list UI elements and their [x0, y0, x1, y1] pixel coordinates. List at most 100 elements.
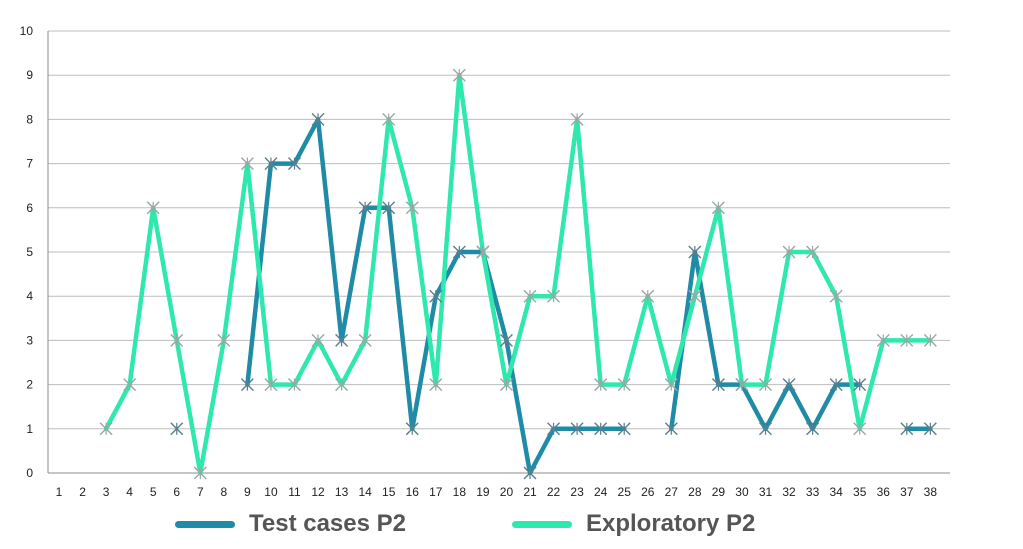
data-point [617, 378, 631, 392]
data-point [711, 378, 725, 392]
data-point [382, 201, 396, 215]
data-point [429, 289, 443, 303]
legend-item-test-cases: Test cases P2 [175, 506, 406, 542]
series-markers [99, 68, 937, 480]
data-point [382, 112, 396, 126]
y-tick-label: 9 [26, 68, 33, 82]
data-point [499, 378, 513, 392]
x-tick-label: 9 [244, 485, 251, 499]
x-tick-label: 19 [476, 485, 490, 499]
x-tick-label: 14 [358, 485, 372, 499]
data-point [99, 422, 113, 436]
x-tick-label: 36 [877, 485, 891, 499]
data-point [923, 422, 937, 436]
x-tick-label: 22 [547, 485, 561, 499]
series-lines [103, 72, 933, 476]
data-point [853, 378, 867, 392]
x-tick-label: 35 [853, 485, 867, 499]
data-point [193, 466, 207, 480]
data-point [146, 201, 160, 215]
data-point [264, 157, 278, 171]
gridlines [47, 30, 950, 474]
data-point [358, 201, 372, 215]
data-point [311, 333, 325, 347]
legend-swatch-test-cases [175, 520, 235, 528]
data-point [288, 378, 301, 392]
data-point [429, 378, 443, 392]
y-tick-label: 4 [26, 289, 33, 303]
data-point [664, 378, 678, 392]
x-tick-label: 32 [782, 485, 796, 499]
data-point [170, 422, 184, 436]
data-point [335, 378, 349, 392]
legend-swatch-exploratory [512, 520, 572, 528]
x-tick-label: 38 [924, 485, 938, 499]
x-tick-label: 33 [806, 485, 820, 499]
data-point [523, 466, 537, 480]
x-tick-label: 15 [382, 485, 396, 499]
data-point [123, 378, 137, 392]
data-point [735, 378, 749, 392]
x-tick-label: 10 [264, 485, 278, 499]
legend-label-test-cases: Test cases P2 [249, 510, 406, 537]
y-tick-label: 1 [26, 422, 33, 436]
x-tick-label: 11 [288, 485, 301, 499]
data-point [782, 378, 796, 392]
x-tick-label: 16 [406, 485, 420, 499]
data-point [311, 112, 325, 126]
x-tick-label: 37 [900, 485, 914, 499]
x-tick-label: 29 [712, 485, 726, 499]
x-tick-label: 28 [688, 485, 702, 499]
data-point [240, 157, 254, 171]
x-tick-label: 26 [641, 485, 655, 499]
x-tick-label: 7 [197, 485, 204, 499]
data-point [570, 422, 584, 436]
x-tick-label: 12 [311, 485, 325, 499]
series-line-1 [103, 72, 933, 476]
x-tick-label: 3 [103, 485, 110, 499]
y-tick-label: 7 [26, 157, 33, 171]
x-tick-label: 27 [665, 485, 679, 499]
x-tick-label: 24 [594, 485, 608, 499]
y-tick-label: 5 [26, 245, 33, 259]
x-tick-label: 17 [429, 485, 443, 499]
y-tick-label: 10 [20, 24, 34, 38]
data-point [664, 422, 678, 436]
data-point [759, 422, 772, 436]
data-point [335, 333, 349, 347]
x-tick-label: 8 [221, 485, 228, 499]
x-tick-label: 1 [56, 485, 63, 499]
data-point [829, 289, 843, 303]
data-point [829, 378, 843, 392]
x-tick-label: 5 [150, 485, 157, 499]
data-point [499, 333, 513, 347]
data-point [594, 422, 608, 436]
data-point [688, 245, 702, 259]
data-point [900, 422, 914, 436]
data-point [452, 245, 466, 259]
data-point [923, 333, 937, 347]
x-tick-label: 30 [735, 485, 749, 499]
legend-item-exploratory: Exploratory P2 [512, 506, 755, 542]
x-tick-label: 25 [618, 485, 632, 499]
data-point [405, 422, 419, 436]
y-tick-label: 0 [26, 466, 33, 480]
x-axis-ticks: 1 2 3 4 5 6 7 8 9 10 11 12 13 14 15 16 17 18 19 20 21 22 23 24 2… [56, 485, 938, 499]
x-tick-label: 23 [570, 485, 584, 499]
data-point [452, 68, 466, 82]
data-point [641, 289, 655, 303]
data-point [547, 422, 561, 436]
data-point [405, 201, 419, 215]
data-point [570, 112, 584, 126]
data-point [264, 378, 278, 392]
data-point [876, 333, 890, 347]
data-point [900, 333, 914, 347]
data-point [688, 289, 702, 303]
data-point [358, 333, 372, 347]
x-tick-label: 13 [335, 485, 349, 499]
data-point [759, 378, 772, 392]
data-point [711, 201, 725, 215]
data-point [806, 422, 820, 436]
data-point [594, 378, 608, 392]
